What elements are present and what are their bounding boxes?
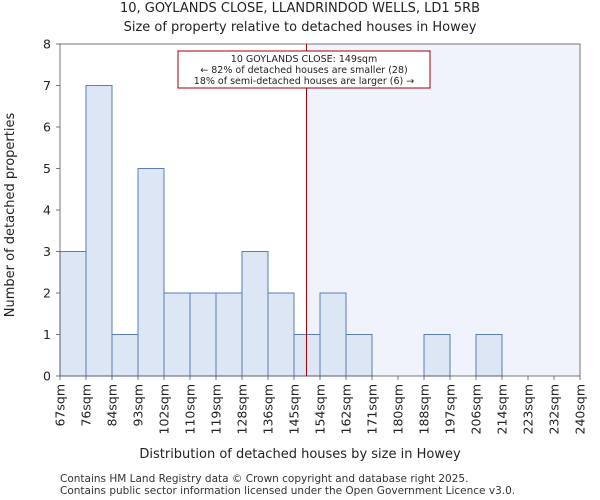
x-tick-label: 84sqm xyxy=(105,384,120,427)
chart-subtitle: Size of property relative to detached ho… xyxy=(124,20,477,35)
y-tick-label: 6 xyxy=(43,120,51,135)
x-tick-label: 102sqm xyxy=(157,384,172,434)
plot-area: 0 1 2 3 4 5 6 7 8 67sqm 76sqm 84sqm 93sqm 102sqm 110sq… xyxy=(43,37,587,435)
x-tick-label: 197sqm xyxy=(443,384,458,434)
bar xyxy=(59,251,87,377)
bar xyxy=(85,85,113,377)
x-tick-label: 67sqm xyxy=(53,384,68,427)
y-tick-label: 2 xyxy=(43,286,51,301)
y-tick-label: 4 xyxy=(43,203,51,218)
x-tick-label: 76sqm xyxy=(79,384,94,427)
x-tick-label: 214sqm xyxy=(495,384,510,434)
x-tick-label: 93sqm xyxy=(131,384,146,427)
bar xyxy=(475,334,503,377)
bar xyxy=(319,292,347,377)
y-tick-label: 1 xyxy=(43,327,51,342)
x-tick-label: 145sqm xyxy=(287,384,302,434)
y-tick-label: 7 xyxy=(43,78,51,93)
y-tick-label: 8 xyxy=(43,37,51,52)
bar xyxy=(111,334,139,377)
annotation-box xyxy=(177,50,431,89)
bar xyxy=(241,251,269,377)
bar xyxy=(293,334,321,377)
x-tick-label: 162sqm xyxy=(339,384,354,434)
bar xyxy=(215,292,243,377)
y-tick-label: 0 xyxy=(43,369,51,384)
footer-licence: Contains public sector information licen… xyxy=(60,485,516,497)
y-tick-label: 3 xyxy=(43,244,51,259)
annotation-line: 18% of semi-detached houses are larger (… xyxy=(194,76,414,87)
y-tick-label: 5 xyxy=(43,161,51,176)
x-tick-label: 110sqm xyxy=(183,384,198,434)
x-tick-label: 180sqm xyxy=(391,384,406,434)
x-axis-label: Distribution of detached houses by size … xyxy=(139,447,461,462)
x-tick-label: 171sqm xyxy=(365,384,380,434)
chart-title: 10, GOYLANDS CLOSE, LLANDRINDOD WELLS, L… xyxy=(120,1,480,16)
x-tick-label: 223sqm xyxy=(521,384,536,434)
bar xyxy=(423,334,451,377)
annotation-line: ← 82% of detached houses are smaller (28… xyxy=(200,65,407,76)
x-tick-label: 119sqm xyxy=(209,384,224,434)
x-tick-label: 128sqm xyxy=(235,384,250,434)
x-tick-label: 154sqm xyxy=(313,384,328,434)
footer-copyright: Contains HM Land Registry data © Crown c… xyxy=(60,473,469,485)
bar xyxy=(189,292,217,377)
bar xyxy=(163,292,191,377)
x-tick-label: 136sqm xyxy=(261,384,276,434)
bar xyxy=(345,334,373,377)
x-tick-label: 188sqm xyxy=(417,384,432,434)
x-tick-label: 206sqm xyxy=(469,384,484,434)
x-tick-label: 232sqm xyxy=(547,384,562,434)
y-axis-label: Number of detached properties xyxy=(3,113,18,318)
bar xyxy=(137,168,165,377)
x-tick-label: 240sqm xyxy=(573,384,588,434)
annotation-line: 10 GOYLANDS CLOSE: 149sqm xyxy=(231,54,377,65)
highlight-region xyxy=(306,44,580,376)
bar xyxy=(267,292,295,377)
